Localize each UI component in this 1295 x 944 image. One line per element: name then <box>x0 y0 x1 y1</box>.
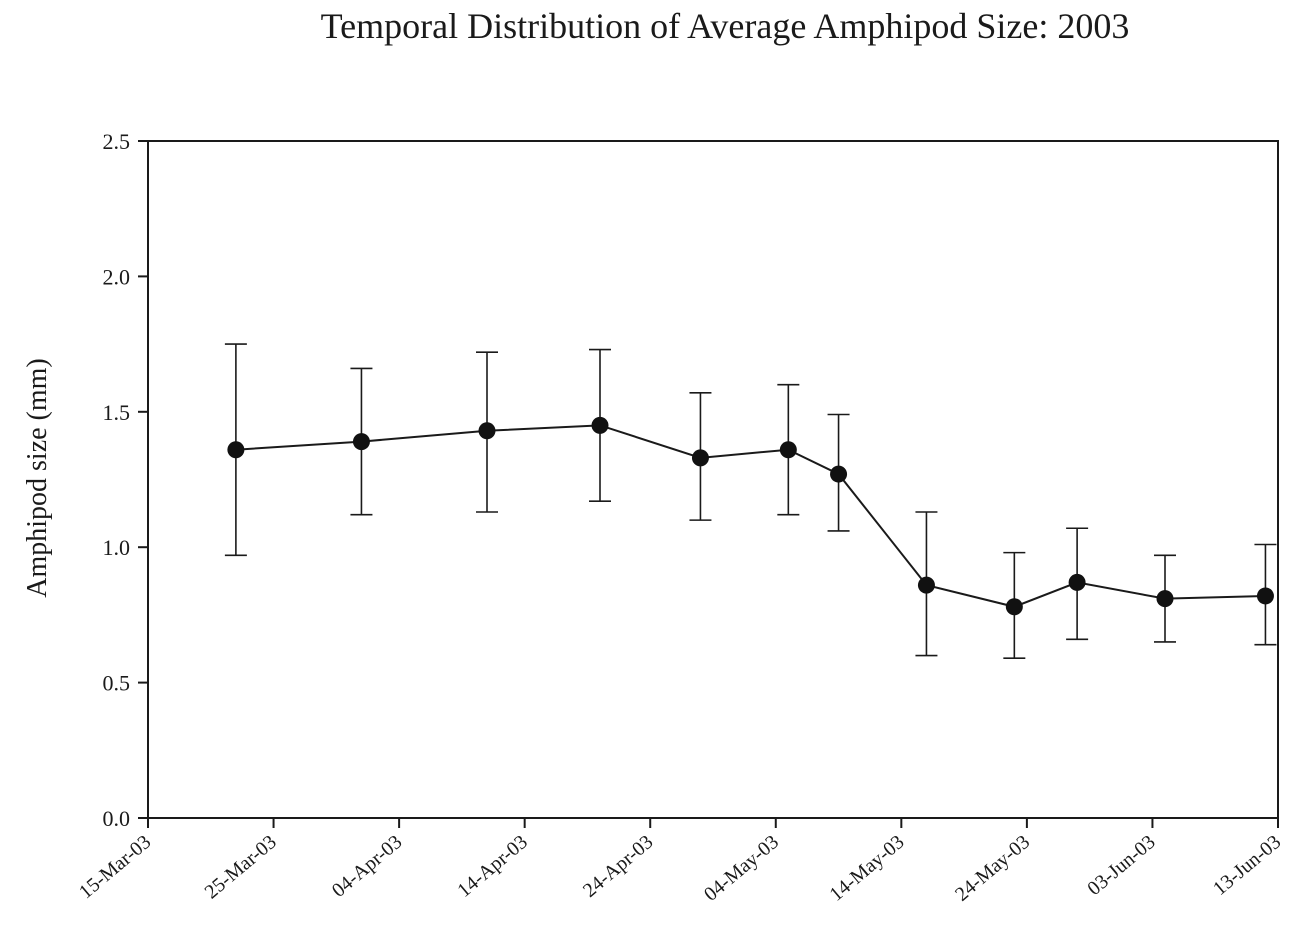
data-point <box>1256 587 1274 605</box>
y-tick-label: 0.5 <box>103 671 131 696</box>
y-tick-label: 0.0 <box>103 806 131 831</box>
y-tick-label: 2.5 <box>103 129 131 154</box>
y-axis-label: Amphipod size (mm) <box>22 358 53 598</box>
x-tick-label: 04-Apr-03 <box>328 831 407 902</box>
data-point <box>830 465 848 483</box>
data-point <box>478 422 496 440</box>
x-tick-label: 24-May-03 <box>951 831 1034 906</box>
y-tick-label: 1.5 <box>103 400 131 425</box>
x-tick-label: 03-Jun-03 <box>1083 831 1159 900</box>
x-tick-label: 25-Mar-03 <box>201 831 281 903</box>
data-points <box>227 416 1274 616</box>
y-tick-label: 2.0 <box>103 264 131 289</box>
data-point <box>591 416 609 434</box>
y-axis-ticks: 0.0 0.5 1.0 1.5 2.0 2.5 <box>103 129 148 831</box>
data-point <box>917 576 935 594</box>
x-axis-ticks: 15-Mar-03 25-Mar-03 04-Apr-03 14-Apr-03 24-A… <box>75 818 1285 906</box>
data-point <box>1156 590 1174 608</box>
data-point <box>352 433 370 451</box>
x-tick-label: 14-May-03 <box>825 831 908 906</box>
data-point <box>227 441 245 459</box>
x-tick-label: 15-Mar-03 <box>75 831 155 903</box>
error-bars <box>224 343 1277 660</box>
chart-title: Temporal Distribution of Average Amphipo… <box>321 6 1130 46</box>
series-line <box>235 424 1266 608</box>
data-point <box>691 449 709 467</box>
x-tick-label: 13-Jun-03 <box>1209 831 1285 900</box>
data-point <box>779 441 797 459</box>
data-point <box>1005 598 1023 616</box>
plot-frame <box>147 140 1279 819</box>
x-tick-label: 24-Apr-03 <box>579 831 658 902</box>
x-tick-label: 14-Apr-03 <box>453 831 532 902</box>
data-point <box>1068 573 1086 591</box>
y-tick-label: 1.0 <box>103 535 131 560</box>
x-tick-label: 04-May-03 <box>700 831 783 906</box>
